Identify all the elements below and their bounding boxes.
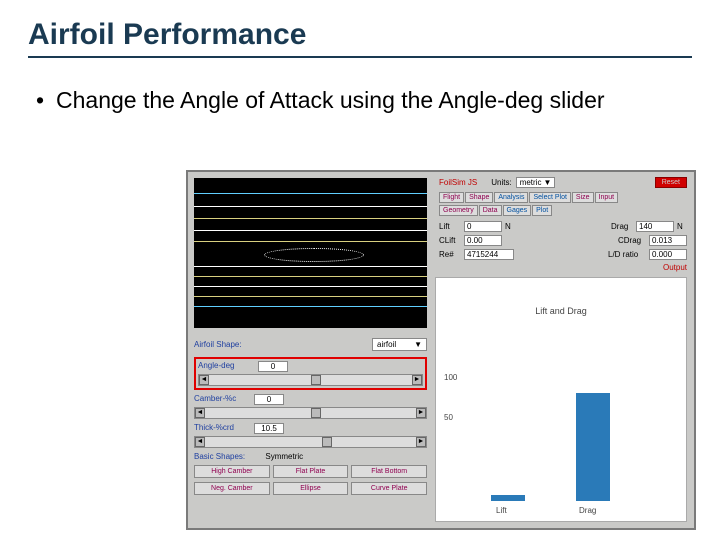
thick-label: Thick-%crd: [194, 423, 254, 434]
lift-drag-chart: Lift and Drag 100 50 Lift Drag: [435, 277, 687, 522]
angle-deg-value[interactable]: 0: [258, 361, 288, 372]
drag-bar: [576, 393, 610, 501]
chevron-down-icon: ▼: [543, 178, 551, 187]
foilsim-app: Airfoil Shape: airfoil▼ Angle-deg 0 ◄: [186, 170, 696, 530]
tab-flight[interactable]: Flight: [439, 192, 464, 203]
cdrag-label: CDrag: [618, 236, 646, 245]
flowline: [194, 296, 427, 297]
shape-button-curve-plate[interactable]: Curve Plate: [351, 482, 427, 495]
camber-slider[interactable]: ◄ ►: [194, 407, 427, 419]
y-axis-50: 50: [444, 413, 453, 422]
x-axis-drag: Drag: [579, 506, 596, 515]
tab-size[interactable]: Size: [572, 192, 594, 203]
thick-slider-group: Thick-%crd 10.5 ◄ ►: [194, 423, 427, 448]
angle-deg-thumb[interactable]: [311, 375, 321, 385]
shape-button-ellipse[interactable]: Ellipse: [273, 482, 349, 495]
lift-bar: [491, 495, 525, 501]
thick-slider[interactable]: ◄ ►: [194, 436, 427, 448]
slide-bullet: Change the Angle of Attack using the Ang…: [28, 86, 692, 115]
flowline: [194, 241, 427, 242]
shape-button-neg-camber[interactable]: Neg. Camber: [194, 482, 270, 495]
flowline: [194, 193, 427, 194]
ld-label: L/D ratio: [608, 250, 646, 259]
flowline: [194, 276, 427, 277]
camber-slider-group: Camber-%c 0 ◄ ►: [194, 394, 427, 419]
thick-value[interactable]: 10.5: [254, 423, 284, 434]
basic-shapes-label: Basic Shapes:: [194, 452, 245, 461]
camber-label: Camber-%c: [194, 394, 254, 405]
cdrag-value: 0.013: [649, 235, 687, 246]
tab-select-plot[interactable]: Select Plot: [529, 192, 570, 203]
lift-unit: N: [505, 222, 515, 231]
lift-value: 0: [464, 221, 502, 232]
flowline: [194, 286, 427, 287]
tab-gages[interactable]: Gages: [503, 205, 532, 216]
airfoil-shape-icon: [264, 248, 364, 262]
tab-shape[interactable]: Shape: [465, 192, 493, 203]
units-label: Units:: [491, 178, 511, 187]
drag-unit: N: [677, 222, 687, 231]
angle-deg-slider-group: Angle-deg 0 ◄ ►: [194, 357, 427, 390]
camber-thumb[interactable]: [311, 408, 321, 418]
re-value: 4715244: [464, 249, 514, 260]
camber-value[interactable]: 0: [254, 394, 284, 405]
slide-title: Airfoil Performance: [28, 18, 692, 58]
chart-title: Lift and Drag: [436, 306, 686, 316]
flowline: [194, 218, 427, 219]
arrow-left-icon[interactable]: ◄: [195, 437, 205, 447]
drag-label: Drag: [611, 222, 633, 231]
symmetric-label: Symmetric: [265, 452, 303, 461]
y-axis-100: 100: [444, 373, 457, 382]
tab-plot[interactable]: Plot: [532, 205, 552, 216]
clift-label: CLift: [439, 236, 461, 245]
output-label: Output: [663, 263, 687, 272]
angle-deg-slider[interactable]: ◄ ►: [198, 374, 423, 386]
flowline: [194, 266, 427, 267]
flowline: [194, 306, 427, 307]
shape-button-flat-plate[interactable]: Flat Plate: [273, 465, 349, 478]
angle-deg-label: Angle-deg: [198, 361, 258, 372]
arrow-right-icon[interactable]: ►: [412, 375, 422, 385]
chevron-down-icon: ▼: [414, 340, 422, 349]
shape-button-flat-bottom[interactable]: Flat Bottom: [351, 465, 427, 478]
units-select[interactable]: metric▼: [516, 177, 556, 188]
thick-thumb[interactable]: [322, 437, 332, 447]
flowline: [194, 206, 427, 207]
tab-data[interactable]: Data: [479, 205, 502, 216]
airfoil-shape-label: Airfoil Shape:: [194, 340, 254, 349]
shape-button-high-camber[interactable]: High Camber: [194, 465, 270, 478]
tab-analysis[interactable]: Analysis: [494, 192, 528, 203]
flowline: [194, 230, 427, 231]
re-label: Re#: [439, 250, 461, 259]
tab-geometry[interactable]: Geometry: [439, 205, 478, 216]
lift-label: Lift: [439, 222, 461, 231]
clift-value: 0.00: [464, 235, 502, 246]
arrow-right-icon[interactable]: ►: [416, 408, 426, 418]
x-axis-lift: Lift: [496, 506, 507, 515]
reset-button[interactable]: Reset: [655, 177, 687, 188]
ld-value: 0.000: [649, 249, 687, 260]
tab-input[interactable]: Input: [595, 192, 619, 203]
app-title: FoilSim JS: [439, 178, 477, 187]
airfoil-shape-select[interactable]: airfoil▼: [372, 338, 427, 351]
airfoil-visualization: [194, 178, 427, 328]
arrow-right-icon[interactable]: ►: [416, 437, 426, 447]
drag-value: 140: [636, 221, 674, 232]
arrow-left-icon[interactable]: ◄: [199, 375, 209, 385]
arrow-left-icon[interactable]: ◄: [195, 408, 205, 418]
